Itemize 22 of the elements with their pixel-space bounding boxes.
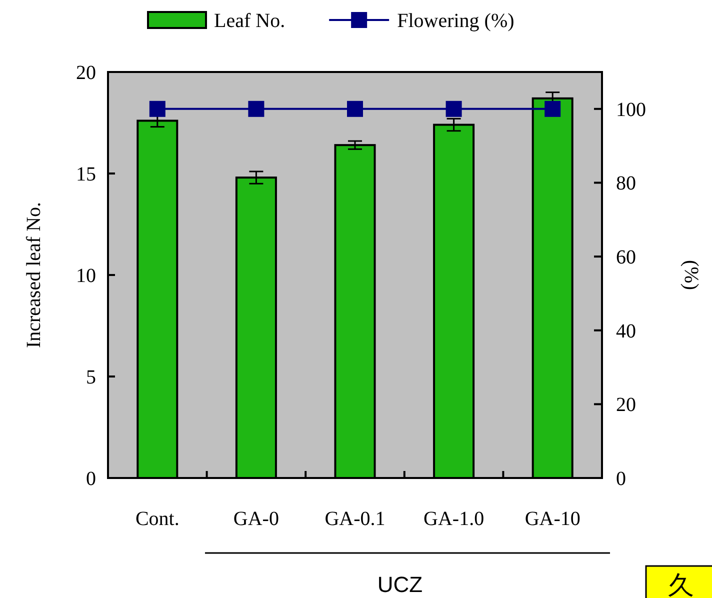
legend-label: Flowering (%)	[397, 10, 514, 32]
x-tick-label: GA-1.0	[424, 508, 484, 530]
x-tick-label: GA-10	[524, 508, 580, 530]
y2-tick-label: 20	[616, 394, 636, 416]
text: UCZ	[377, 572, 423, 597]
y-tick-label: 20	[76, 62, 96, 84]
legend-label: Leaf No.	[214, 10, 286, 32]
y2-tick-label: 40	[616, 320, 636, 342]
y2-tick-label: 80	[616, 172, 636, 195]
y2-tick-label: 100	[616, 98, 646, 121]
text: 久	[668, 571, 694, 598]
y2-axis-title: (%)	[680, 260, 702, 290]
y-axis-title: Increased leaf No.	[23, 202, 45, 348]
x-tick-label: GA-0	[233, 508, 279, 530]
y-tick-label: 10	[76, 265, 96, 287]
y-tick-label: 5	[86, 366, 96, 388]
y-tick-label: 15	[76, 164, 96, 186]
x-tick-label: GA-0.1	[324, 508, 386, 530]
y2-tick-label: 60	[616, 246, 636, 269]
y-tick-label: 0	[86, 468, 96, 490]
y2-tick-label: 0	[616, 468, 626, 490]
x-tick-label: Cont.	[135, 508, 180, 530]
